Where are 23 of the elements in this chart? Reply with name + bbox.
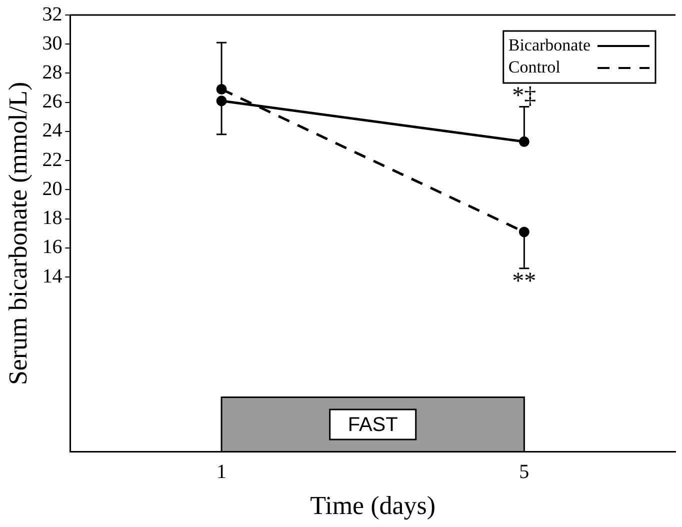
y-tick-label: 14 <box>42 265 62 288</box>
y-tick-label: 28 <box>42 61 62 84</box>
legend-label: Control <box>508 57 561 76</box>
y-tick-label: 16 <box>42 236 62 258</box>
point <box>518 136 530 147</box>
y-tick-label: 18 <box>42 207 62 230</box>
y-tick-label: 32 <box>42 3 62 26</box>
y-tick-label: 20 <box>42 178 62 200</box>
legend-label: Bicarbonate <box>508 35 591 54</box>
x-tick-label: 5 <box>519 461 530 484</box>
y-tick-label: 26 <box>42 90 62 113</box>
y-tick-label: 22 <box>42 148 62 171</box>
annotation: *‡ <box>512 83 536 110</box>
band-label: FAST <box>348 414 398 436</box>
y-tick-label: 24 <box>42 120 62 142</box>
x-tick-label: 1 <box>216 461 227 484</box>
annotation: ** <box>512 268 536 295</box>
x-axis-title: Time (days) <box>310 491 436 520</box>
y-tick-label: 30 <box>42 32 62 54</box>
y-axis-title: Serum bicarbonate (mmol/L) <box>3 82 32 386</box>
point <box>518 226 530 238</box>
point <box>216 84 227 95</box>
point <box>216 96 227 106</box>
